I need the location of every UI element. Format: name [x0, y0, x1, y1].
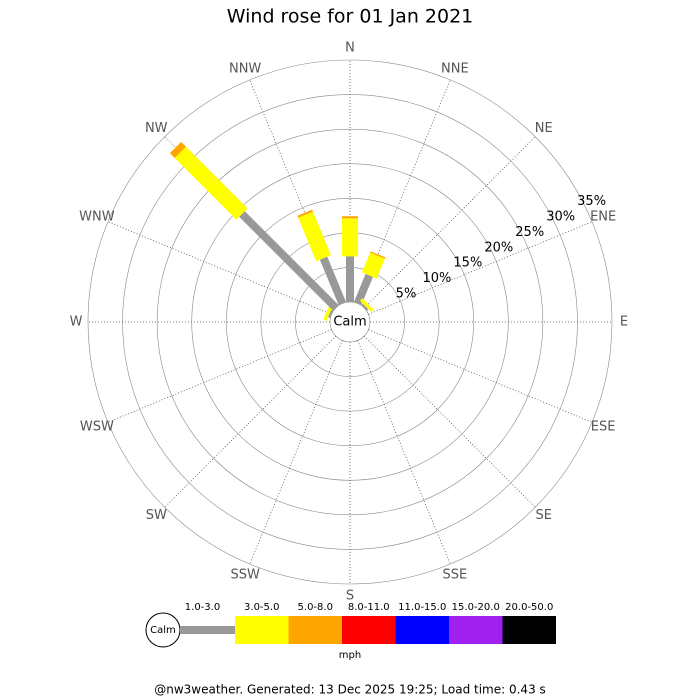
- wind-bar: [319, 256, 347, 306]
- wind-bar: [359, 298, 374, 313]
- spoke: [357, 79, 451, 304]
- direction-label: ENE: [590, 210, 616, 225]
- wind-bar: [297, 209, 313, 218]
- legend-swatch: [449, 616, 503, 644]
- direction-label: SSE: [442, 568, 467, 583]
- wind-bar: [174, 146, 248, 220]
- r-tick-label: 20%: [484, 240, 513, 255]
- legend-swatch: [395, 616, 449, 644]
- legend-label: 1.0-3.0: [185, 602, 220, 613]
- spoke: [249, 79, 343, 304]
- legend-label: 15.0-20.0: [452, 602, 500, 613]
- spoke: [368, 329, 593, 423]
- chart-title: Wind rose for 01 Jan 2021: [227, 6, 474, 28]
- spoke: [357, 340, 451, 565]
- direction-label: W: [70, 315, 83, 330]
- r-tick-label: 25%: [515, 225, 544, 240]
- spoke: [249, 340, 343, 565]
- spoke: [368, 221, 593, 315]
- r-tick-label: 35%: [577, 194, 606, 209]
- wind-bar: [370, 251, 386, 259]
- legend-swatch: [502, 616, 556, 644]
- wind-bar: [169, 141, 187, 159]
- legend-calm-label: Calm: [150, 625, 176, 636]
- direction-label: NW: [145, 121, 168, 136]
- center-label: Calm: [333, 315, 366, 330]
- wind-bar: [361, 252, 385, 279]
- r-tick-label: 15%: [453, 256, 482, 271]
- legend-label: 8.0-11.0: [348, 602, 390, 613]
- spoke: [363, 136, 536, 309]
- wind-bar: [342, 216, 358, 219]
- wind-bar: [342, 218, 358, 257]
- direction-label: SE: [536, 508, 552, 523]
- direction-label: N: [345, 41, 355, 56]
- direction-label: SW: [146, 508, 167, 523]
- legend-swatch: [342, 616, 396, 644]
- direction-label: NNW: [229, 61, 261, 76]
- direction-label: WNW: [79, 210, 115, 225]
- legend-label: 20.0-50.0: [505, 602, 553, 613]
- direction-label: ESE: [591, 419, 616, 434]
- direction-label: NE: [535, 121, 553, 136]
- wind-bar: [361, 303, 369, 311]
- spoke: [363, 335, 536, 508]
- wind-bar: [346, 256, 354, 302]
- spoke: [107, 221, 332, 315]
- wind-bar: [239, 211, 339, 311]
- grid-ring: [156, 128, 544, 516]
- unit-label: mph: [339, 650, 361, 661]
- r-tick-label: 10%: [422, 271, 451, 286]
- r-tick-label: 30%: [546, 209, 575, 224]
- legend-label: 3.0-5.0: [244, 602, 279, 613]
- r-tick-label: 5%: [396, 287, 417, 302]
- legend-label: 11.0-15.0: [398, 602, 446, 613]
- legend-swatch: [180, 626, 235, 634]
- spoke: [164, 335, 337, 508]
- direction-label: WSW: [80, 419, 114, 434]
- legend-label: 5.0-8.0: [298, 602, 333, 613]
- footer: @nw3weather. Generated: 13 Dec 2025 19:2…: [154, 683, 546, 697]
- direction-label: NNE: [441, 61, 469, 76]
- wind-bar: [328, 309, 334, 319]
- direction-label: S: [346, 589, 354, 604]
- spoke: [107, 329, 332, 423]
- direction-label: E: [620, 315, 628, 330]
- wind-bar: [323, 304, 333, 321]
- grid-ring: [225, 197, 475, 447]
- wind-bar: [298, 211, 331, 262]
- grid-ring: [87, 59, 613, 585]
- direction-label: SSW: [230, 568, 260, 583]
- legend-swatch: [235, 616, 289, 644]
- wind-bar: [353, 273, 373, 306]
- legend-swatch: [288, 616, 342, 644]
